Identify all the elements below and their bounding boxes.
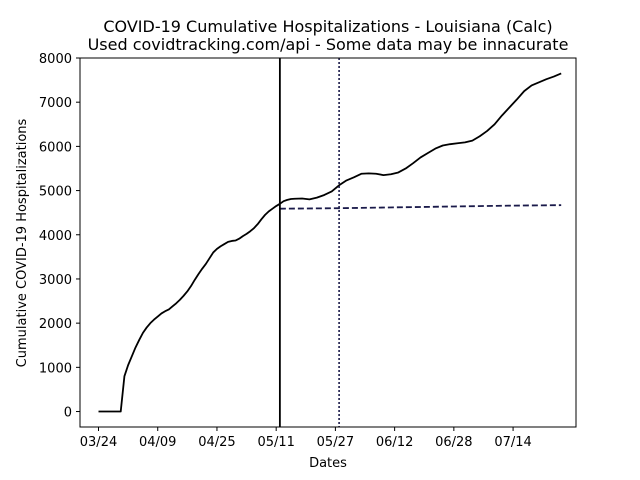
x-axis-label: Dates [309,456,347,471]
x-tick-label: 04/25 [198,435,235,450]
y-tick-label: 4000 [39,229,72,244]
x-tick-label: 06/12 [376,435,413,450]
y-tick-label: 7000 [39,96,72,111]
x-tick-label: 05/11 [257,435,294,450]
x-tick-label: 04/09 [139,435,176,450]
y-tick-label: 0 [64,406,72,421]
y-tick-label: 5000 [39,185,72,200]
x-axis: 03/24 04/09 04/25 05/11 05/27 06/12 06/28 07/14 [80,427,532,450]
chart-subtitle: Used covidtracking.com/api - Some data m… [88,35,569,54]
plot-area [98,58,562,427]
y-axis-label: Cumulative COVID-19 Hospitalizations [15,118,30,367]
y-tick-label: 1000 [39,361,72,376]
y-tick-label: 8000 [39,52,72,67]
y-tick-label: 2000 [39,317,72,332]
x-tick-label: 05/27 [317,435,354,450]
x-tick-label: 07/14 [494,435,531,450]
chart-title: COVID-19 Cumulative Hospitalizations - L… [103,17,552,36]
series-line-2 [279,204,562,210]
y-tick-label: 6000 [39,140,72,155]
series-line-1 [98,72,562,413]
x-tick-label: 06/28 [435,435,472,450]
y-tick-label: 3000 [39,273,72,288]
y-axis: 0 1000 2000 3000 4000 5000 6000 7000 8000 [39,52,80,421]
axes-frame [79,57,577,428]
x-tick-label: 03/24 [80,435,117,450]
